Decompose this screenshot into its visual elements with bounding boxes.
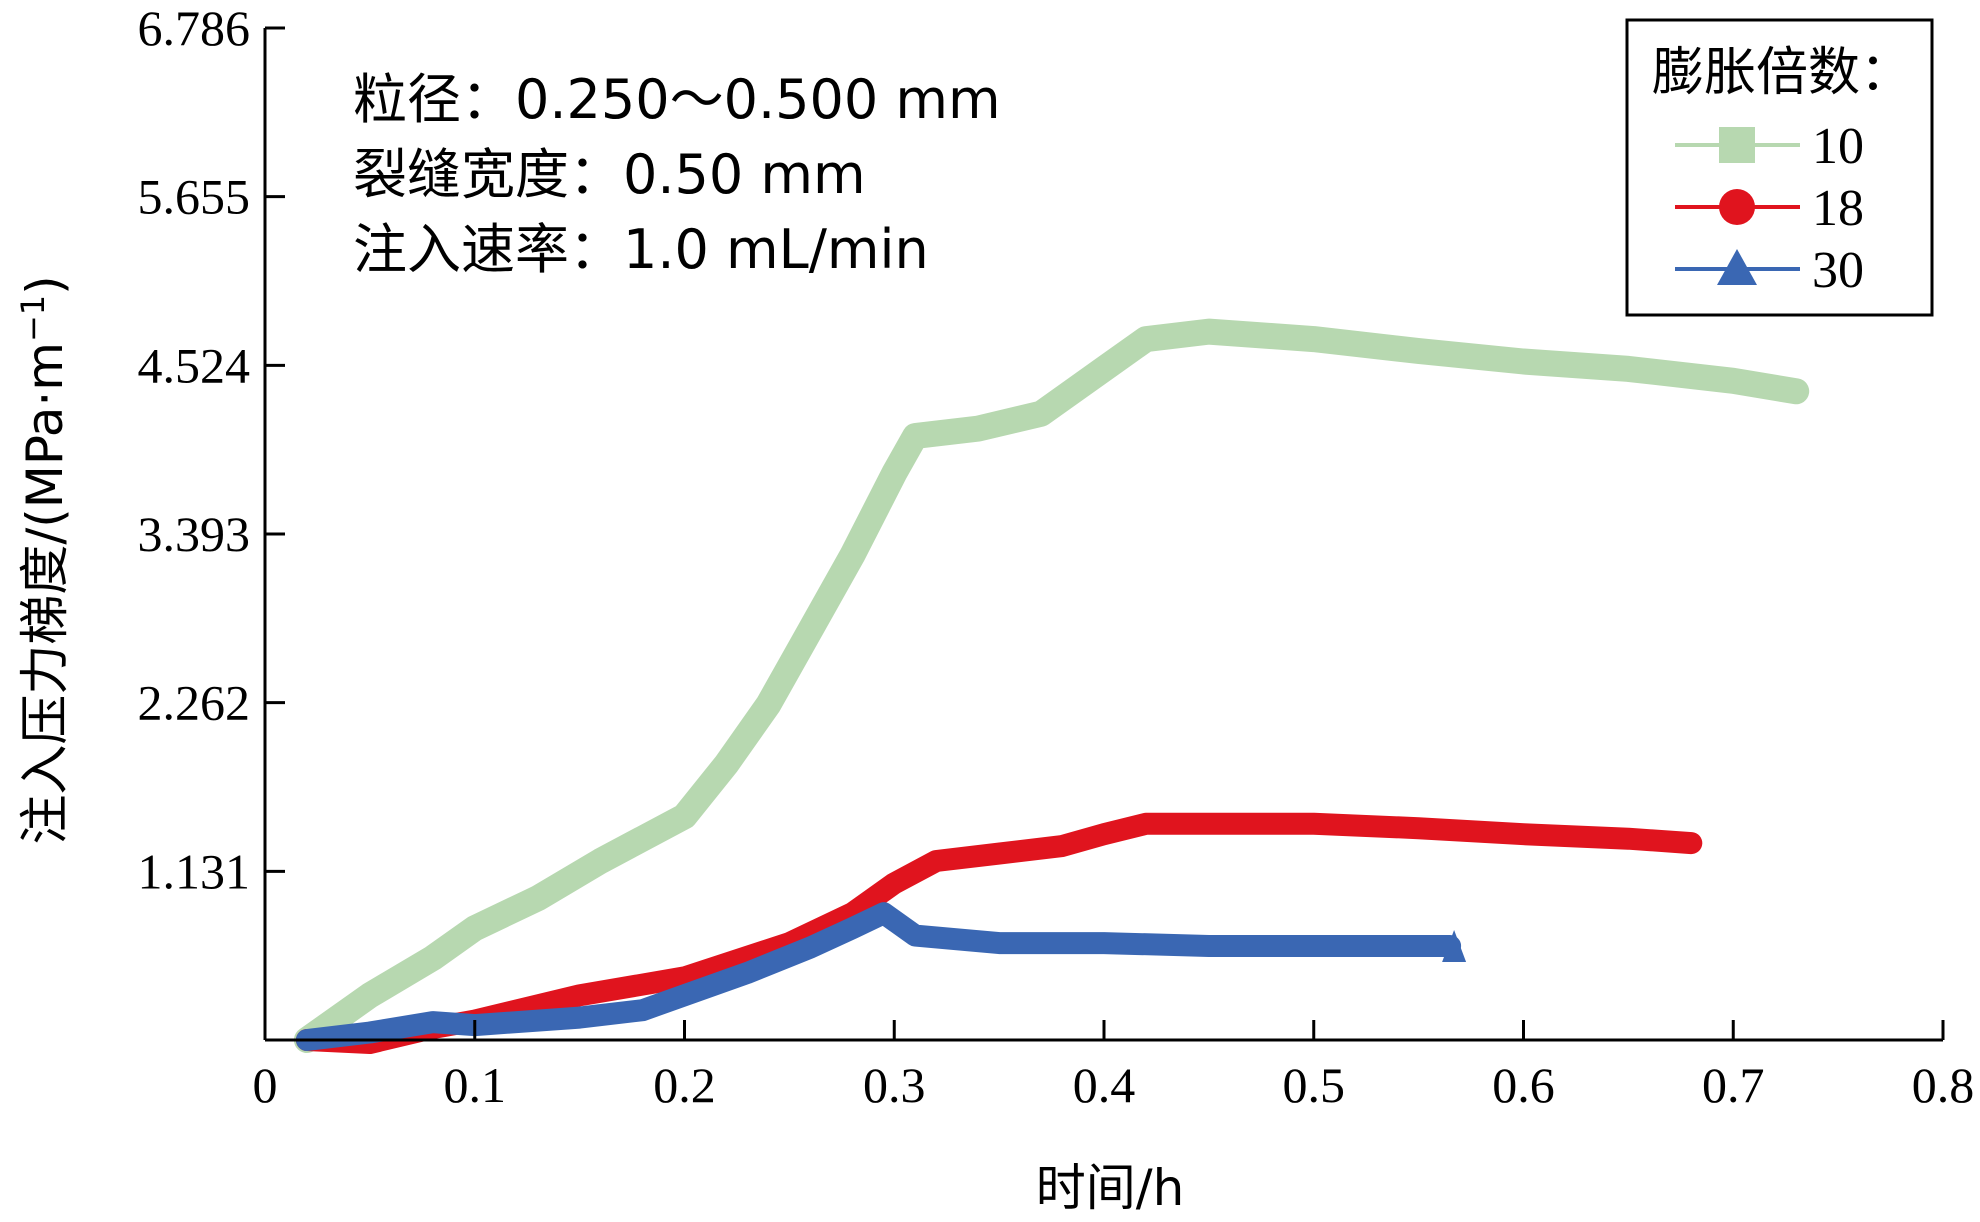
y-axis-title-main: 注入压力梯度/(MPa·m — [16, 342, 74, 845]
x-tick-label: 0.2 — [653, 1057, 716, 1113]
legend-marker-10 — [1719, 127, 1755, 163]
y-tick-label: 6.786 — [138, 0, 251, 56]
x-axis-title: 时间/h — [1036, 1159, 1185, 1217]
y-axis-title-close: ) — [16, 275, 74, 295]
legend-marker-18 — [1719, 189, 1755, 225]
series-line-10 — [293, 318, 1810, 1053]
series-end-marker-30 — [1442, 930, 1467, 963]
legend-label-30: 30 — [1812, 242, 1864, 299]
legend-box — [1625, 18, 1934, 317]
y-ticks: 1.131 2.262 3.393 4.524 5.655 6.786 — [138, 0, 285, 899]
legend-label-10: 10 — [1812, 118, 1864, 175]
series-line-30 — [295, 902, 1462, 1051]
note-fracture-width: 裂缝宽度：0.50 mm — [353, 143, 866, 206]
x-tick-label: 0.4 — [1073, 1057, 1136, 1113]
note-particle-size: 粒径：0.250～0.500 mm — [353, 68, 1001, 131]
y-tick-label: 4.524 — [138, 337, 251, 393]
x-ticks: 0 0.1 0.2 0.3 0.4 0.5 0.6 0.7 0.8 — [253, 1020, 1975, 1113]
x-tick-label: 0.7 — [1702, 1057, 1765, 1113]
x-tick-label: 0.1 — [444, 1057, 507, 1113]
x-tick-label: 0 — [253, 1057, 278, 1113]
x-tick-label: 0.6 — [1492, 1057, 1555, 1113]
legend-label-18: 18 — [1812, 180, 1864, 237]
series-layer — [293, 318, 1810, 1054]
y-axis-title: 注入压力梯度/(MPa·m−1) — [14, 275, 74, 844]
note-injection-rate: 注入速率：1.0 mL/min — [353, 218, 929, 281]
x-tick-label: 0.3 — [863, 1057, 926, 1113]
y-tick-label: 3.393 — [138, 506, 251, 562]
legend-marker-30 — [1717, 249, 1757, 285]
x-tick-label: 0.8 — [1912, 1057, 1975, 1113]
y-tick-label: 2.262 — [138, 675, 251, 731]
x-tick-label: 0.5 — [1283, 1057, 1346, 1113]
y-tick-label: 1.131 — [138, 843, 251, 899]
y-axis-title-sup: −1 — [14, 295, 52, 342]
y-tick-label: 5.655 — [138, 169, 251, 225]
legend-title: 膨胀倍数： — [1652, 43, 1912, 103]
